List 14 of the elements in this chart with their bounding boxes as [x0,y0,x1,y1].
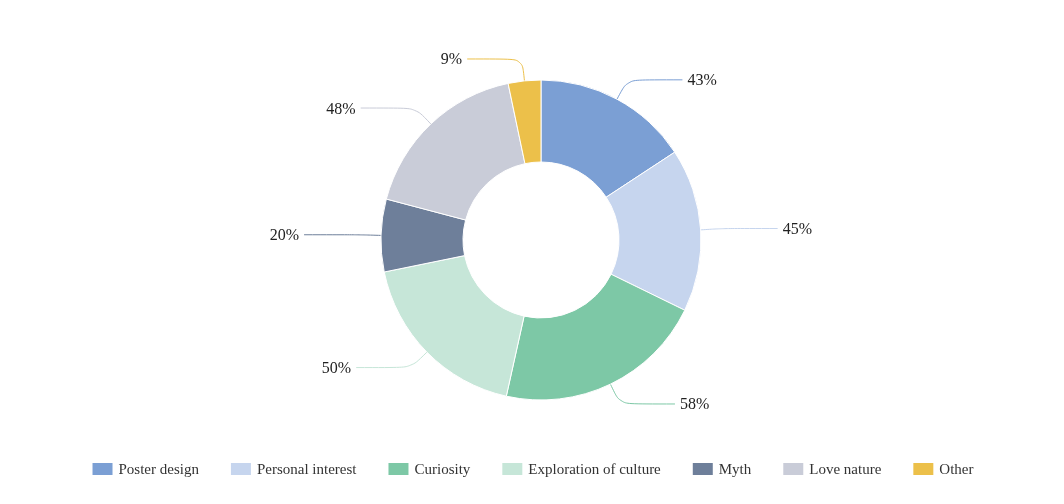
legend-label: Personal interest [256,461,358,477]
data-label: 45% [782,219,812,237]
data-label: 48% [326,99,356,117]
data-label: 9% [440,50,463,68]
data-label: 58% [679,395,710,413]
legend-label: Love nature [809,461,882,477]
legend-label: Poster design [118,461,200,477]
data-label: 50% [321,359,352,377]
legend-label: Exploration of culture [528,461,662,477]
legend-label: Myth [718,461,752,477]
data-label: 43% [687,71,717,89]
legend-label: Other [939,461,974,477]
legend-label: Curiosity [414,461,471,477]
data-label: 20% [269,226,300,244]
